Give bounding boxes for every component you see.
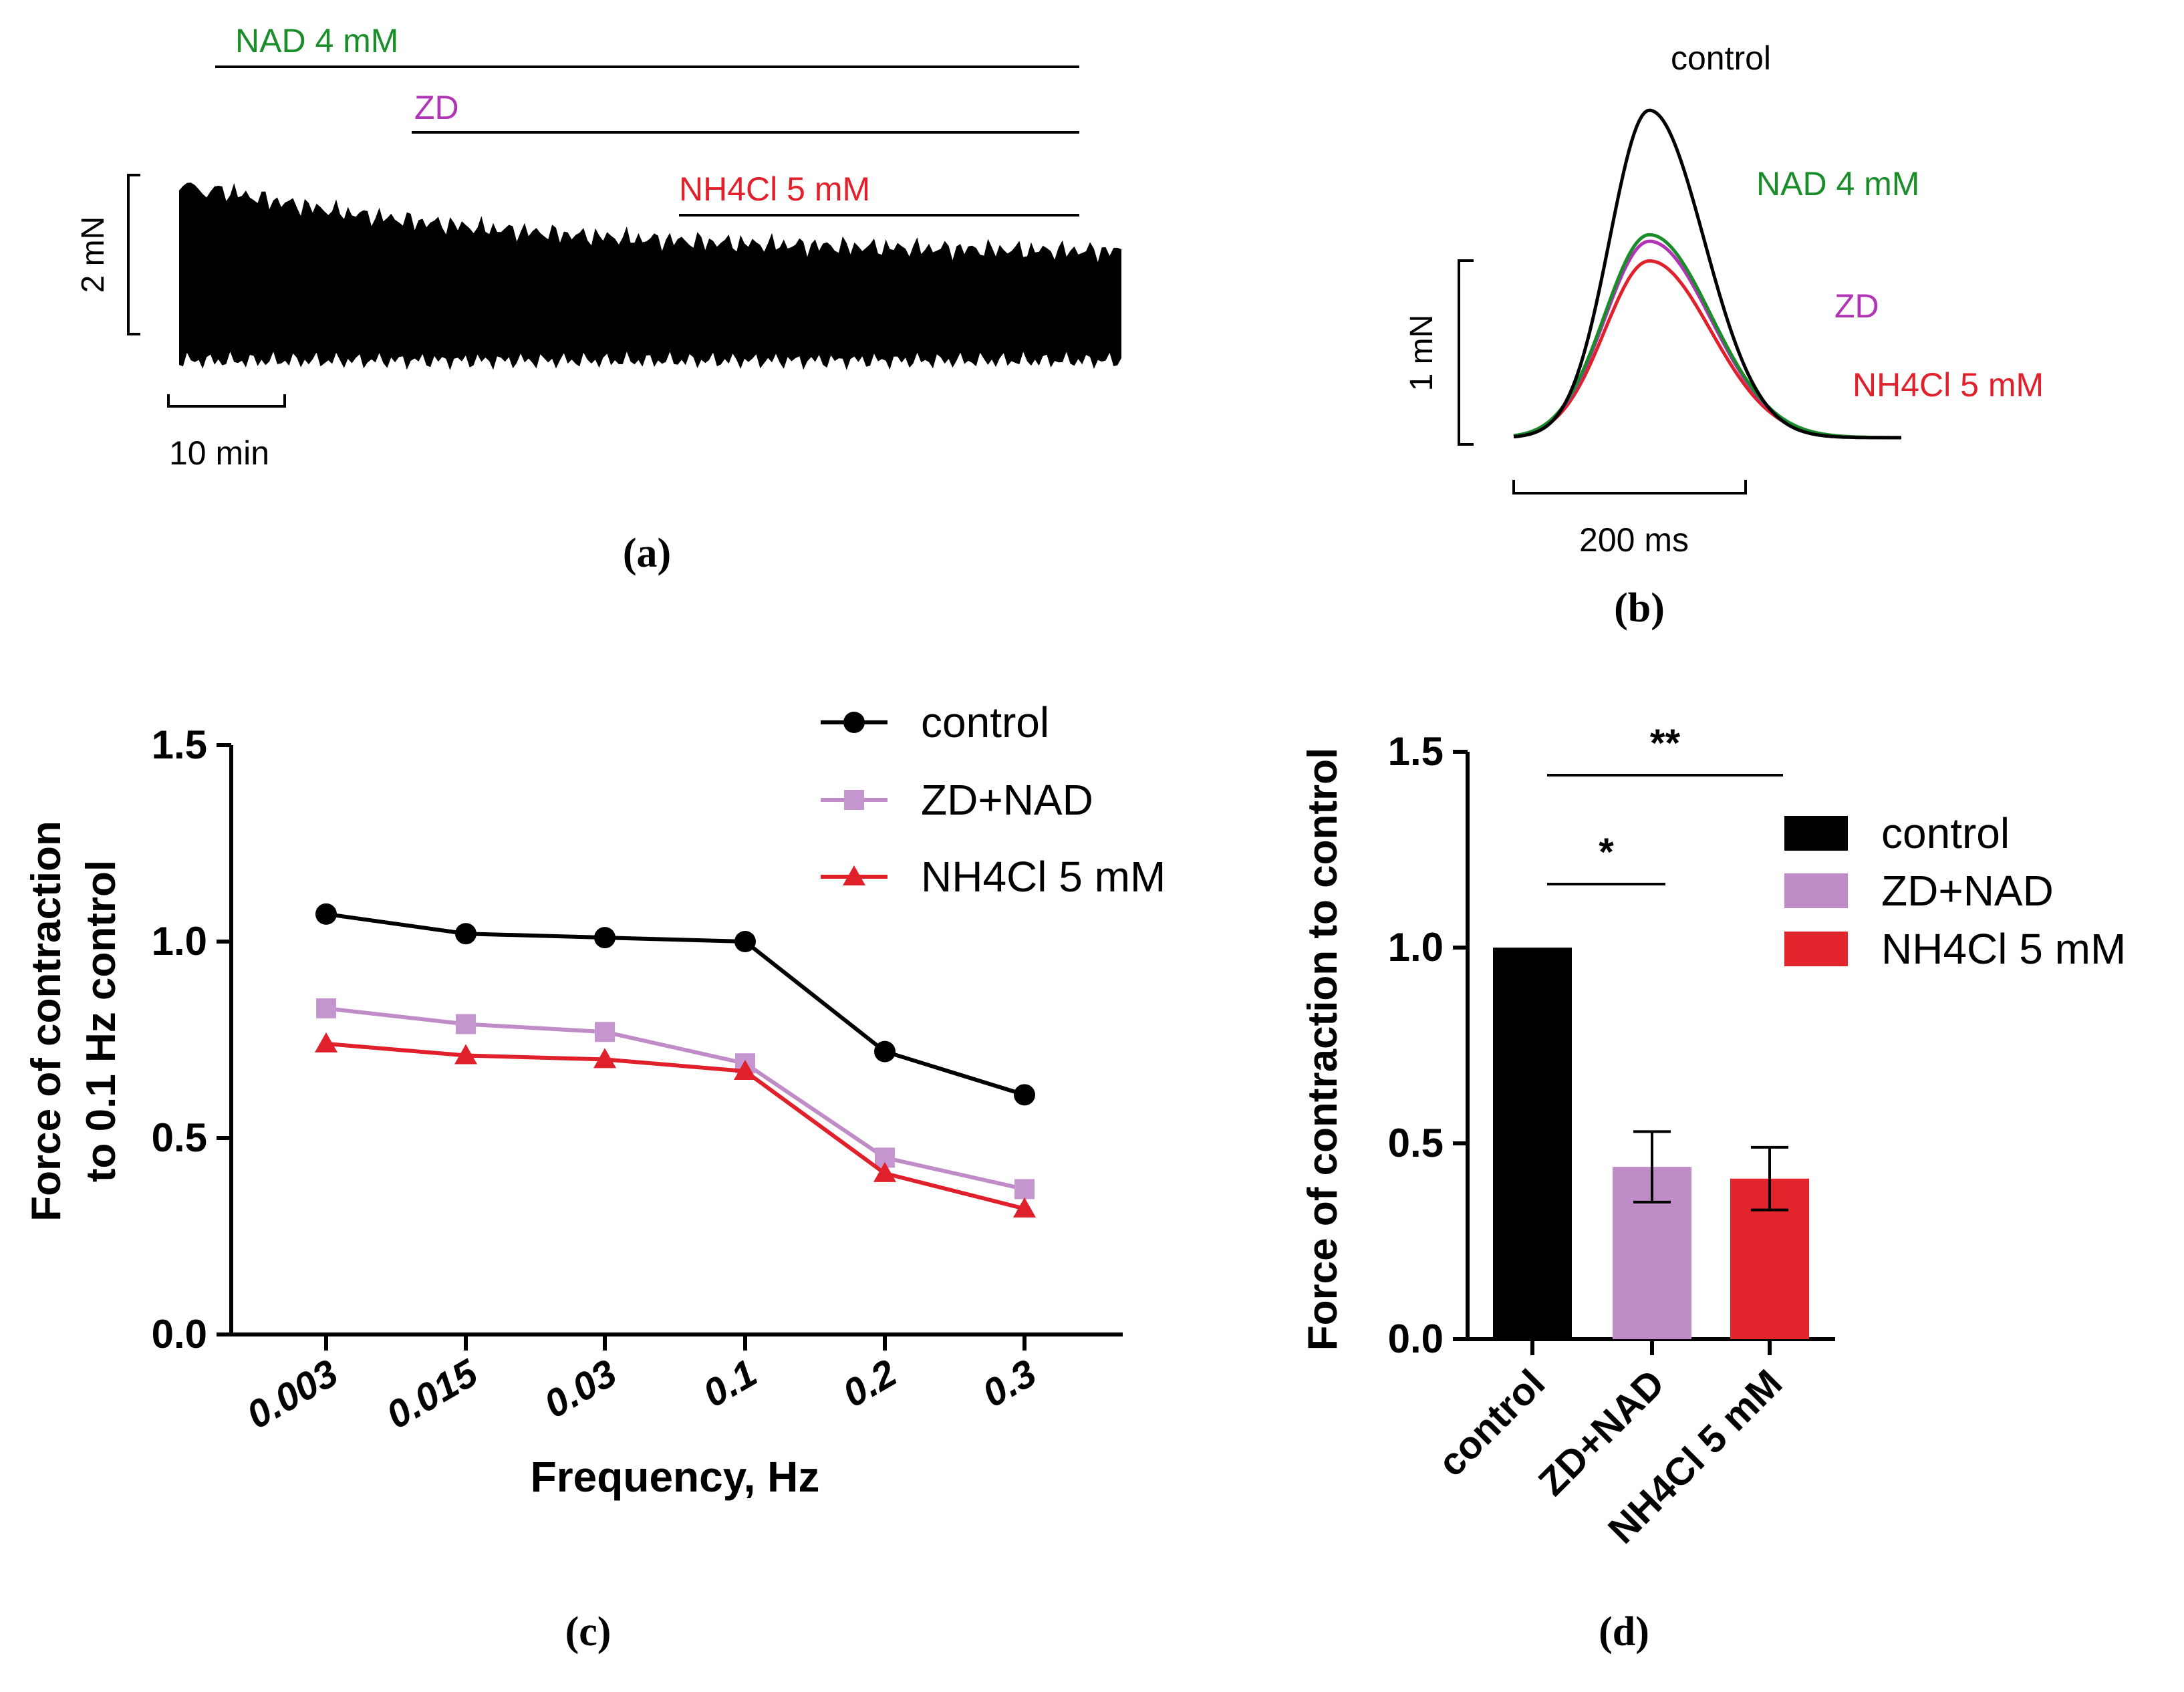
y-tick-label: 1.5: [1388, 729, 1444, 774]
y-tick-label: 0.0: [152, 1312, 207, 1357]
series-line-control: [325, 911, 1025, 1097]
data-point-zd-nad: [1014, 1179, 1035, 1200]
data-point-control: [455, 923, 476, 945]
y-axis-label: Force of contraction to control: [1300, 748, 1346, 1351]
trace-label-nad: NAD 4 mM: [1756, 165, 1919, 202]
y-axis-label-line2: to 0.1 Hz control: [78, 860, 124, 1182]
data-point-nh4cl-5-mm: [454, 1044, 477, 1065]
panel-c: 0.0 0.5 1.0 1.5 0.003 0.015 0.03 0.1 0.2 0.3 cont…: [23, 698, 1166, 1655]
x-tick-label: 0.2: [835, 1351, 904, 1416]
twitch-traces: [1513, 108, 1901, 440]
legend-swatch-nh4cl-5-mm: [1784, 932, 1848, 966]
legend-label-nh4cl-5-mm: NH4Cl 5 mM: [921, 853, 1166, 901]
bar-label-zd: ZD: [414, 89, 459, 126]
data-point-control: [1014, 1084, 1035, 1106]
data-point-nh4cl-5-mm: [1013, 1197, 1036, 1218]
legend-swatch-zd-nad: [1784, 873, 1848, 908]
significance-mark: **: [1650, 722, 1681, 765]
y-tick-label: 0.5: [1388, 1121, 1444, 1165]
data-point-zd-nad: [595, 1022, 615, 1042]
data-point-nh4cl-5-mm: [873, 1161, 896, 1182]
x-scale-label: 10 min: [169, 434, 269, 472]
trace-label-zd: ZD: [1834, 287, 1879, 325]
x-axis-label: Frequency, Hz: [531, 1453, 820, 1501]
contraction-trace: [179, 182, 1121, 370]
series-line-zd-nad: [325, 1006, 1025, 1191]
panel-a: NAD 4 mM ZD NH4Cl 5 mM 2 mN 10 min (a): [76, 22, 1121, 576]
significance-brackets: ***: [1547, 722, 1783, 885]
data-point-nh4cl-5-mm: [734, 1060, 757, 1081]
legend-label-control: control: [921, 698, 1049, 746]
y-tick-label: 1.0: [152, 919, 207, 964]
y-tick-label: 0.5: [152, 1115, 207, 1160]
x-tick-label: 0.03: [537, 1351, 624, 1427]
significance-mark: *: [1599, 831, 1614, 874]
data-point-zd-nad: [316, 998, 336, 1018]
x-tick-label: 0.003: [239, 1351, 345, 1437]
trace-label-control: control: [1671, 39, 1771, 77]
x-tick-label: 0.015: [379, 1351, 485, 1437]
legend-label-nh4cl-5-mm: NH4Cl 5 mM: [1881, 925, 2126, 973]
error-bar-zd-nad: [1633, 1130, 1671, 1204]
data-point-control: [315, 903, 337, 925]
bar-control: [1493, 948, 1572, 1339]
y-tick-label: 1.5: [152, 722, 207, 767]
panel-d-label: (d): [1599, 1609, 1649, 1655]
x-tick-label: 0.1: [696, 1351, 764, 1416]
legend-label-control: control: [1881, 809, 2010, 857]
y-scale-label: 2 mN: [76, 217, 111, 293]
data-point-control: [594, 927, 616, 949]
trace-control: [1513, 108, 1901, 440]
trace-label-nh4cl: NH4Cl 5 mM: [1853, 366, 2044, 404]
legend-label-zd-nad: ZD+NAD: [921, 776, 1093, 824]
x-tick-label: 0.3: [975, 1351, 1043, 1416]
y-scale-bracket: [1458, 259, 1474, 446]
data-point-zd-nad: [456, 1014, 476, 1034]
legend-label-zd-nad: ZD+NAD: [1881, 867, 2054, 915]
data-point-control: [874, 1040, 896, 1063]
x-scale-bracket: [167, 394, 286, 408]
bars: [1493, 948, 1809, 1339]
trace-nad-4-mm: [1513, 233, 1901, 440]
x-scale-bracket: [1512, 480, 1747, 495]
y-scale-label: 1 mN: [1404, 315, 1440, 392]
panel-b: control NAD 4 mM ZD NH4Cl 5 mM 1 mN 200 …: [1404, 39, 2044, 631]
x-tick-label: control: [1429, 1361, 1553, 1485]
y-tick-label: 1.0: [1388, 925, 1444, 970]
data-point-nh4cl-5-mm: [315, 1032, 337, 1052]
data-point-control: [734, 931, 756, 952]
legend: control ZD+NAD NH4Cl 5 mM: [1784, 809, 2126, 973]
bar-label-nad: NAD 4 mM: [235, 22, 398, 59]
legend: control ZD+NAD NH4Cl 5 mM: [821, 698, 1166, 901]
trace-zd: [1513, 239, 1901, 440]
y-tick-label: 0.0: [1388, 1316, 1444, 1361]
legend-swatch-control: [1784, 816, 1848, 851]
x-scale-label: 200 ms: [1579, 521, 1689, 559]
data-point-nh4cl-5-mm: [593, 1048, 616, 1069]
legend-marker-nh4cl-5-mm: [843, 865, 865, 885]
y-axis-label-line1: Force of contraction: [23, 821, 70, 1221]
y-scale-bracket: [127, 174, 140, 335]
series-line-nh4cl-5-mm: [325, 1041, 1025, 1211]
bar-label-nh4cl: NH4Cl 5 mM: [679, 170, 870, 208]
series: [315, 903, 1036, 1218]
panel-c-label: (c): [565, 1609, 611, 1655]
panel-b-label: (b): [1614, 585, 1665, 631]
legend-marker-zd-nad: [844, 790, 864, 810]
legend-marker-control: [843, 712, 865, 733]
panel-a-label: (a): [623, 531, 671, 576]
error-bar-nh4cl-5-mm: [1751, 1145, 1788, 1212]
